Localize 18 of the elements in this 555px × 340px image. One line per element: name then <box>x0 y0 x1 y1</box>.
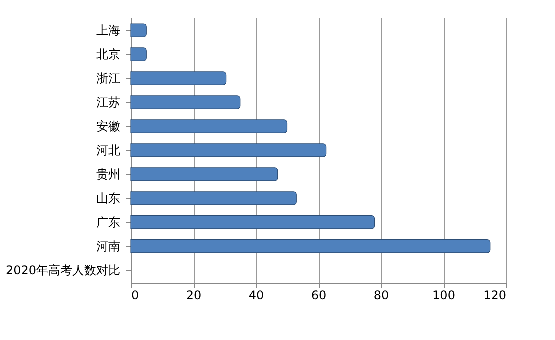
y-tick-label: 北京 <box>96 48 120 62</box>
x-tick-label: 0 <box>132 288 140 302</box>
y-tick-label: 贵州 <box>96 167 120 182</box>
y-tick-label: 2020年高考人数对比 <box>6 263 120 278</box>
y-tick-label: 河南 <box>96 239 120 254</box>
y-tick-label: 浙江 <box>96 72 120 86</box>
x-tick-label: 20 <box>186 288 202 302</box>
x-tick-label: 40 <box>248 288 264 302</box>
y-tick-label: 河北 <box>96 144 120 158</box>
x-tick-label: 80 <box>374 288 390 302</box>
x-tick-label: 100 <box>432 288 456 302</box>
y-tick-label: 山东 <box>96 191 120 206</box>
x-tick-label: 60 <box>311 288 327 302</box>
y-tick-label: 江苏 <box>96 96 120 110</box>
y-tick-label: 安徽 <box>96 120 120 134</box>
y-tick-label: 上海 <box>96 24 120 38</box>
y-tick-label: 广东 <box>96 215 120 230</box>
x-tick-label: 120 <box>484 288 506 302</box>
